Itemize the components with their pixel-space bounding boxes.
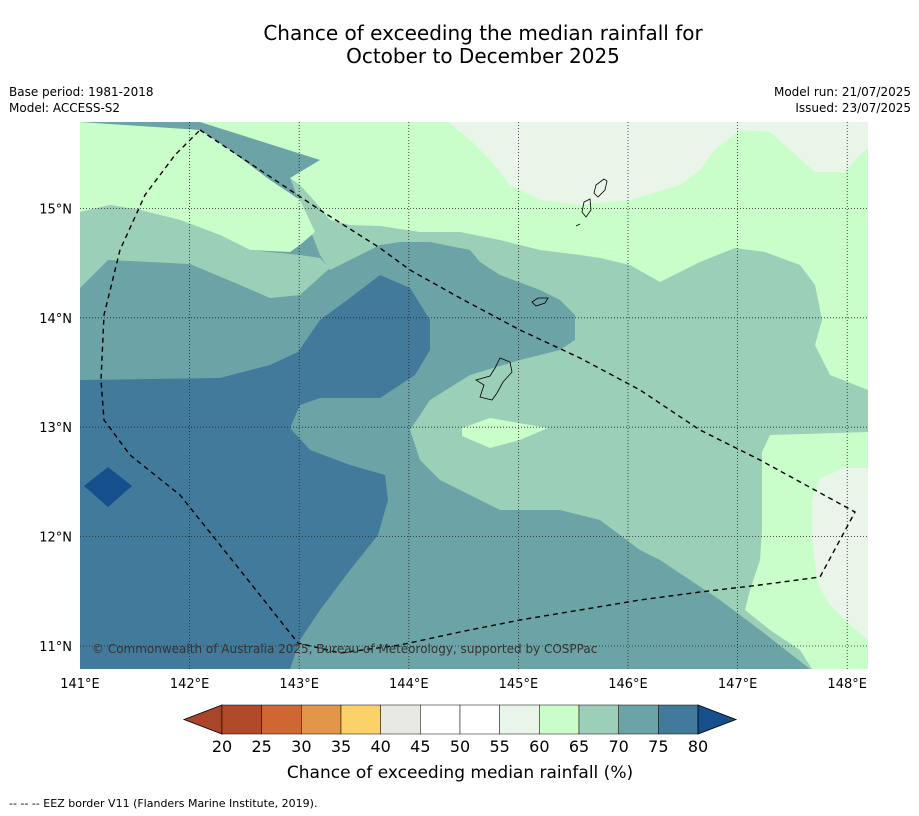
map-title: Chance of exceeding the median rainfall … xyxy=(0,22,919,68)
lon-tick-label: 141°E xyxy=(60,677,100,692)
meta-right: Model run: 21/07/2025 Issued: 23/07/2025 xyxy=(774,84,911,116)
colorbar-swatch xyxy=(578,704,619,735)
colorbar-swatch xyxy=(340,704,381,735)
lon-tick-label: 143°E xyxy=(279,677,319,692)
lon-tick-label: 147°E xyxy=(718,677,758,692)
colorbar-swatch xyxy=(301,704,342,735)
colorbar-swatch xyxy=(221,704,262,735)
island-outlines xyxy=(475,178,608,401)
title-line-1: Chance of exceeding the median rainfall … xyxy=(263,21,703,45)
gridlines xyxy=(80,122,868,669)
band-75-80 xyxy=(80,275,430,669)
eez-border xyxy=(100,129,856,654)
title-line-2: October to December 2025 xyxy=(346,44,620,68)
lon-tick-label: 142°E xyxy=(170,677,210,692)
band-55-60-ne xyxy=(448,122,868,205)
meta-left: Base period: 1981-2018 Model: ACCESS-S2 xyxy=(9,84,154,116)
band-65-70-east xyxy=(290,130,868,669)
colorbar-tick-label: 70 xyxy=(608,737,628,756)
colorbar-tick-label: 75 xyxy=(648,737,668,756)
colorbar-tick-label: 45 xyxy=(410,737,430,756)
colorbar-tick-label: 50 xyxy=(450,737,470,756)
colorbar-tick-label: 35 xyxy=(331,737,351,756)
island-tinian xyxy=(581,198,592,218)
colorbar-tick-label: 30 xyxy=(291,737,311,756)
island-guam xyxy=(475,357,513,401)
colorbar-swatch xyxy=(261,704,302,735)
lat-tick-label: 11°N xyxy=(39,640,72,655)
band-80-plus xyxy=(84,467,132,507)
map-credit: © Commonwealth of Australia 2025, Bureau… xyxy=(92,642,597,656)
colorbar xyxy=(182,704,738,735)
lat-tick-label: 12°N xyxy=(39,531,72,546)
base-period: Base period: 1981-2018 xyxy=(9,85,154,99)
colorbar-tick-label: 80 xyxy=(688,737,708,756)
colorbar-tick-label: 40 xyxy=(370,737,390,756)
model-name: Model: ACCESS-S2 xyxy=(9,101,121,115)
island-rota xyxy=(531,297,549,307)
colorbar-swatch xyxy=(380,704,421,735)
colorbar-swatch xyxy=(539,704,580,735)
band-60-65-east xyxy=(580,122,868,390)
colorbar-over-arrow xyxy=(697,704,738,735)
lon-tick-label: 144°E xyxy=(389,677,429,692)
colorbar-title: Chance of exceeding median rainfall (%) xyxy=(287,763,633,783)
colorbar-tick-label: 60 xyxy=(529,737,549,756)
colorbar-swatch xyxy=(499,704,540,735)
island-saipan xyxy=(593,178,608,198)
lon-tick-label: 146°E xyxy=(608,677,648,692)
lat-tick-label: 14°N xyxy=(39,312,72,327)
lon-tick-label: 148°E xyxy=(827,677,867,692)
colorbar-tick-label: 55 xyxy=(489,737,509,756)
colorbar-ticks: 20 25 30 35 40 45 50 55 60 65 70 75 80 xyxy=(212,737,708,756)
colorbar-tick-label: 25 xyxy=(251,737,271,756)
colorbar-swatch xyxy=(420,704,461,735)
eez-footnote: -- -- -- EEZ border V11 (Flanders Marine… xyxy=(9,797,318,810)
island-aguijan xyxy=(575,223,581,227)
band-60-65-patch xyxy=(462,418,548,448)
lon-tick-label: 145°E xyxy=(499,677,539,692)
colorbar-swatch xyxy=(459,704,500,735)
lat-tick-label: 15°N xyxy=(39,202,72,217)
map-area xyxy=(80,122,868,669)
band-65-70-west xyxy=(80,205,330,298)
latitude-labels: 15°N 14°N 13°N 12°N 11°N xyxy=(39,202,72,655)
colorbar-tick-label: 20 xyxy=(212,737,232,756)
lat-tick-label: 13°N xyxy=(39,421,72,436)
longitude-labels: 141°E 142°E 143°E 144°E 145°E 146°E 147°E 148°E xyxy=(60,677,867,692)
issued-date: Issued: 23/07/2025 xyxy=(795,101,911,115)
colorbar-swatch xyxy=(658,704,699,735)
colorbar-tick-label: 65 xyxy=(569,737,589,756)
colorbar-swatch xyxy=(618,704,659,735)
colorbar-under-arrow xyxy=(182,704,223,735)
model-run: Model run: 21/07/2025 xyxy=(773,85,911,99)
